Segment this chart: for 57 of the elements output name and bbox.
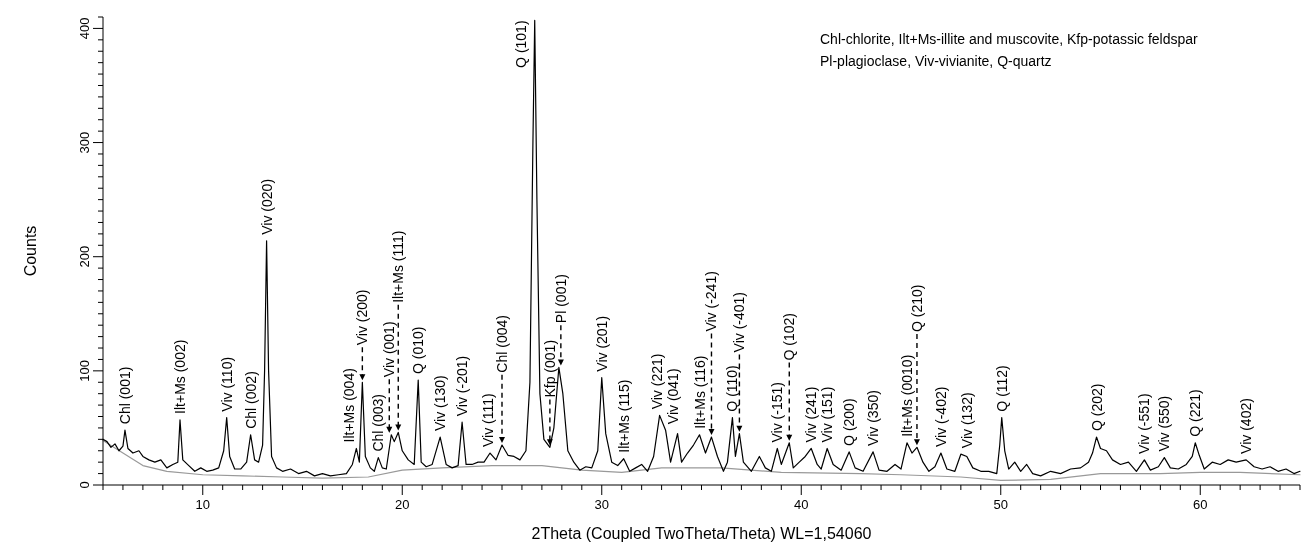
x-tick-label: 50: [993, 497, 1008, 512]
annotation: Q (200): [841, 398, 858, 446]
annotation: Viv (350): [865, 390, 882, 446]
y-axis-title: Counts: [22, 225, 39, 277]
annotation: Q (010): [410, 326, 427, 374]
y-tick-label: 300: [77, 131, 92, 154]
annotation: Q (221): [1187, 389, 1204, 437]
annotation: Q (110): [724, 365, 741, 412]
annotation: Viv (130): [432, 375, 449, 432]
annotation: Pl (001): [552, 274, 569, 324]
x-axis-title: 2Theta (Coupled TwoTheta/Theta) WL=1,54060: [531, 525, 872, 542]
annotation: Q (112): [993, 365, 1010, 412]
annotation: Viv (550): [1156, 395, 1173, 452]
annotation: Viv (402): [1238, 398, 1255, 454]
annotation: Q (210): [908, 284, 925, 332]
annotation: Chl-chlorite, Ilt+Ms-illite and muscovite, Kfp-potassic feldspar: [820, 31, 1199, 47]
annotation: Pl-plagioclase, Viv-vivianite, Q-quartz: [820, 53, 1052, 69]
annotation: Kfp (001): [541, 339, 558, 398]
x-tick-label: 10: [195, 497, 210, 512]
x-tick-label: 30: [594, 497, 609, 512]
annotation: Chl (004): [494, 315, 510, 373]
annotation: Viv (-551): [1136, 393, 1153, 454]
annotation: Viv (111): [480, 393, 497, 448]
annotation: Chl (003): [370, 394, 387, 452]
annotation: Chl (002): [242, 371, 259, 429]
x-tick-label: 20: [395, 497, 410, 512]
y-tick-label: 100: [77, 360, 92, 382]
annotation: Viv (-401): [731, 292, 748, 353]
annotation: Viv (041): [664, 368, 681, 425]
annotation: Viv (110): [218, 356, 235, 412]
annotation: Q (202): [1088, 383, 1105, 432]
annotation: Viv (200): [354, 289, 371, 346]
annotation: Viv (151): [819, 386, 836, 443]
annotation: Ilt+Ms (002): [172, 339, 189, 414]
annotation: Viv (-201): [454, 355, 471, 417]
x-tick-label: 60: [1193, 497, 1208, 512]
y-tick-label: 0: [77, 481, 92, 489]
annotation: Viv (132): [958, 392, 975, 449]
annotation: Ilt+Ms (115): [615, 379, 632, 453]
annotation: Ilt+Ms (111): [390, 230, 407, 303]
annotation: Viv (221): [648, 353, 665, 410]
annotation: Ilt+Ms (0010): [898, 354, 915, 437]
annotation: Viv (-151): [769, 382, 786, 443]
annotation: Viv (-241): [703, 271, 720, 332]
annotation: Q (101): [512, 20, 529, 68]
annotation: Chl (001): [116, 366, 133, 425]
x-tick-label: 40: [794, 497, 809, 512]
annotation: Viv (020): [258, 178, 275, 235]
annotation: Viv (001): [381, 321, 398, 378]
annotation: Viv (241): [803, 386, 820, 443]
y-tick-label: 200: [77, 245, 92, 268]
annotation: Q (102): [781, 313, 798, 361]
annotation: Viv (201): [593, 315, 610, 372]
y-tick-label: 400: [77, 17, 92, 40]
annotation: Ilt+Ms (004): [341, 368, 358, 443]
annotation: Ilt+Ms (116): [691, 355, 708, 429]
annotation: Viv (-402): [932, 386, 949, 448]
